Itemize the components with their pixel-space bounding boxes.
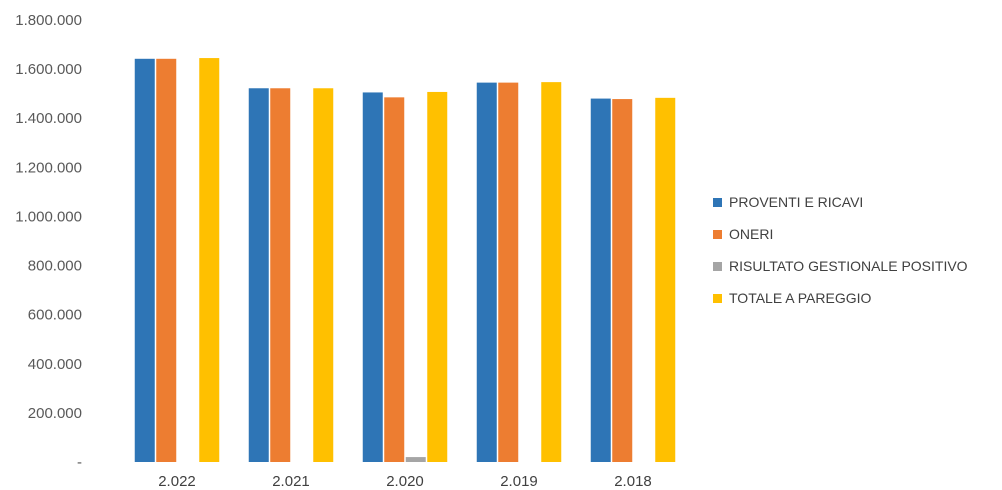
y-tick-label: 400.000 — [28, 356, 82, 373]
legend-label: PROVENTI E RICAVI — [729, 194, 864, 210]
x-tick-label: 2.021 — [272, 473, 310, 490]
bar — [270, 88, 291, 463]
legend-item-risultato: RISULTATO GESTIONALE POSITIVO — [713, 256, 968, 276]
bar — [498, 82, 519, 462]
bar — [384, 97, 405, 462]
legend-label: TOTALE A PAREGGIO — [729, 290, 872, 306]
y-tick-label: 1.400.000 — [15, 110, 82, 127]
legend-swatch — [713, 261, 722, 271]
bar — [541, 82, 562, 463]
bar — [199, 58, 220, 463]
x-tick-label: 2.022 — [158, 473, 196, 490]
y-tick-label: 1.200.000 — [15, 159, 82, 176]
bar — [612, 99, 633, 463]
bar — [405, 457, 426, 462]
legend-swatch — [713, 229, 722, 239]
bar — [362, 92, 383, 462]
legend-item-oneri: ONERI — [713, 224, 968, 244]
y-tick-label: - — [77, 454, 82, 471]
bar — [134, 58, 155, 462]
y-tick-label: 1.800.000 — [15, 12, 82, 29]
legend-label: ONERI — [729, 226, 774, 242]
y-tick-label: 800.000 — [28, 258, 82, 275]
x-tick-label: 2.018 — [614, 473, 652, 490]
bar — [156, 58, 177, 462]
legend: PROVENTI E RICAVI ONERI RISULTATO GESTIO… — [713, 192, 968, 320]
bar — [248, 88, 269, 463]
x-tick-label: 2.020 — [386, 473, 424, 490]
x-tick-label: 2.019 — [500, 473, 538, 490]
y-tick-label: 200.000 — [28, 405, 82, 422]
y-tick-label: 600.000 — [28, 307, 82, 324]
legend-swatch — [713, 293, 722, 303]
legend-swatch — [713, 197, 722, 207]
bar — [476, 82, 497, 462]
y-tick-label: 1.000.000 — [15, 208, 82, 225]
bar — [313, 88, 334, 463]
bar — [655, 97, 676, 462]
bar — [590, 98, 611, 463]
bar — [427, 91, 448, 462]
legend-item-proventi: PROVENTI E RICAVI — [713, 192, 968, 212]
y-tick-label: 1.600.000 — [15, 61, 82, 78]
legend-label: RISULTATO GESTIONALE POSITIVO — [729, 258, 968, 274]
legend-item-totale: TOTALE A PAREGGIO — [713, 288, 968, 308]
